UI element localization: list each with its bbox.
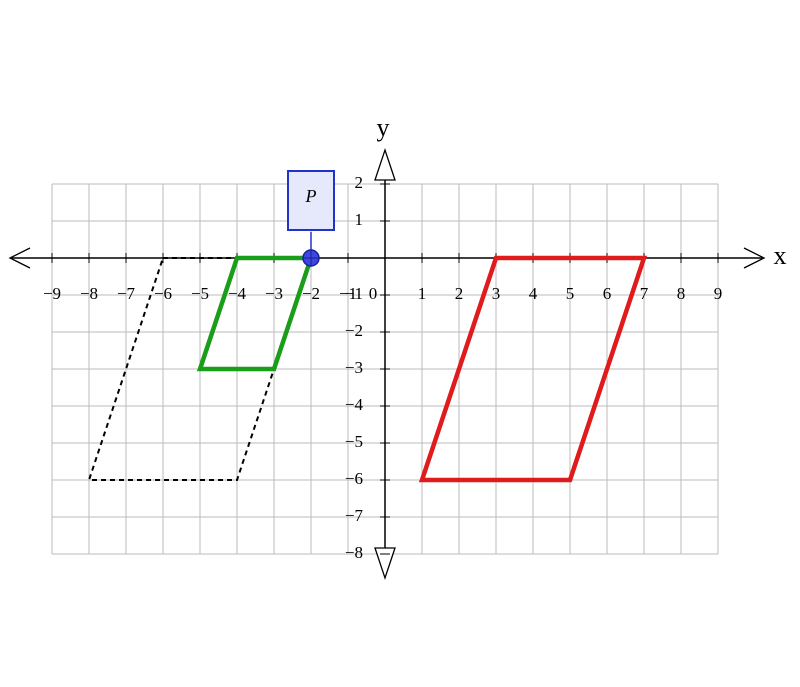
x-axis-label: x [774, 241, 787, 270]
y-tick-label: −3 [345, 358, 363, 377]
y-tick-label: −8 [345, 543, 363, 562]
point-label: P [305, 186, 317, 206]
point-label-box [287, 170, 335, 231]
x-tick-label: −2 [302, 284, 320, 303]
x-tick-label: 8 [677, 284, 686, 303]
x-tick-label: −8 [80, 284, 98, 303]
parallelogram [418, 255, 648, 483]
x-tick-label: −6 [154, 284, 172, 303]
x-tick-label: −1 [339, 284, 357, 303]
x-tick-label: 0 [369, 284, 378, 303]
x-tick-label: 7 [640, 284, 649, 303]
x-tick-label: 4 [529, 284, 538, 303]
x-tick-label: −7 [117, 284, 136, 303]
parallelogram [196, 255, 315, 372]
x-tick-label: 9 [714, 284, 723, 303]
x-tick-label: 3 [492, 284, 501, 303]
arrow [743, 247, 766, 269]
arrow [374, 547, 396, 581]
parallelogram [87, 257, 313, 481]
x-tick-label: 6 [603, 284, 612, 303]
x-tick-label: −3 [265, 284, 283, 303]
y-tick-label: −6 [345, 469, 363, 488]
y-tick-label: −5 [345, 432, 363, 451]
y-tick-label: 1 [355, 210, 364, 229]
arrow [8, 247, 31, 269]
y-tick-label: −4 [345, 395, 364, 414]
x-tick-label: 5 [566, 284, 575, 303]
x-tick-label: −9 [43, 284, 61, 303]
y-tick-label: −2 [345, 321, 363, 340]
x-tick-label: −5 [191, 284, 209, 303]
x-tick-label: 1 [418, 284, 427, 303]
y-tick-label: −1 [345, 284, 363, 303]
y-tick-label: 2 [355, 173, 364, 192]
arrow [374, 147, 396, 181]
y-axis-label: y [377, 113, 390, 142]
y-tick-label: −7 [345, 506, 364, 525]
x-tick-label: −4 [228, 284, 247, 303]
x-tick-label: 2 [455, 284, 464, 303]
